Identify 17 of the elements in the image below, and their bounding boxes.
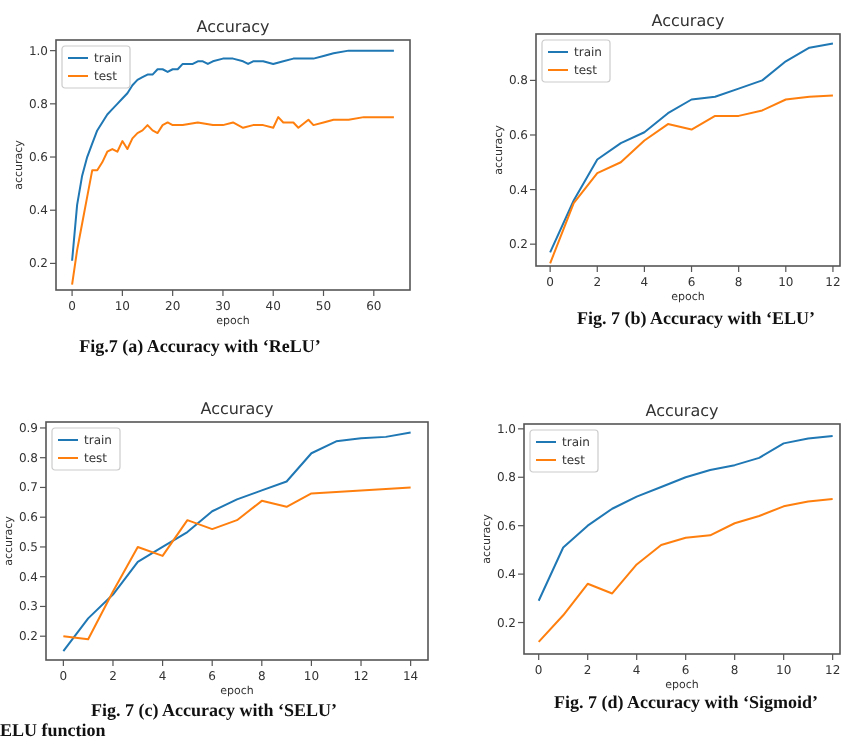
caption: Fig.7 (a) Accuracy with ‘ReLU’: [79, 336, 321, 356]
chart-title: Accuracy: [645, 402, 720, 420]
caption: Fig. 7 (b) Accuracy with ‘ELU’: [577, 308, 815, 328]
line-series: [537, 498, 834, 643]
chart-title: Accuracy: [651, 12, 726, 30]
line-series: [62, 486, 412, 641]
caption: Fig. 7 (c) Accuracy with ‘SELU’: [91, 700, 337, 720]
chart-title: Accuracy: [196, 18, 271, 36]
line-series: [549, 42, 834, 254]
text: ELU function: [0, 720, 106, 740]
line-series: [62, 431, 412, 653]
chart-title: Accuracy: [200, 400, 275, 418]
line-series: [549, 94, 834, 265]
line-series: [71, 49, 395, 262]
line-series: [71, 116, 395, 286]
line-series: [537, 435, 834, 602]
caption: Fig. 7 (d) Accuracy with ‘Sigmoid’: [554, 692, 818, 712]
